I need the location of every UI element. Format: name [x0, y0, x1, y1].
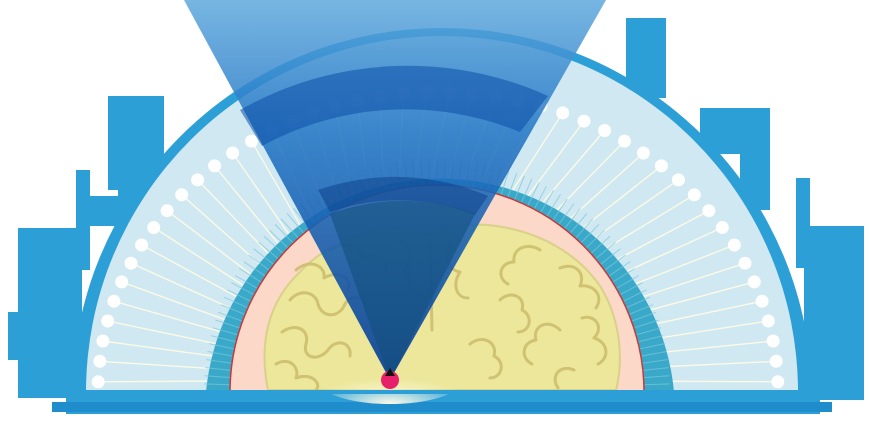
- rim-stripe: [540, 189, 554, 213]
- rim-stripe: [575, 218, 594, 239]
- rim-stripe: [552, 198, 568, 221]
- rim-stripe: [643, 375, 670, 379]
- rim-stripe: [227, 289, 252, 302]
- sensor-dot: [160, 204, 174, 218]
- rim-stripe: [263, 235, 284, 254]
- rim-stripe: [215, 319, 241, 329]
- sensor-dot: [226, 146, 240, 160]
- base-line: [86, 390, 798, 394]
- sensor-dot: [93, 354, 107, 368]
- sensor-dot: [636, 146, 650, 160]
- rim-stripe: [206, 359, 233, 364]
- rim-stripe: [280, 218, 299, 239]
- rim-stripe: [205, 367, 232, 371]
- rim-stripe: [595, 241, 616, 260]
- rim-stripe: [210, 335, 237, 343]
- sensor-dot: [654, 159, 668, 173]
- rim-stripe: [507, 172, 518, 198]
- sensor-dot: [702, 204, 716, 218]
- sensor-dot: [618, 134, 631, 148]
- rim-stripe: [585, 229, 605, 249]
- rim-stripe: [217, 311, 243, 322]
- sensor-dot: [147, 221, 161, 234]
- sensor-dot: [761, 314, 775, 328]
- rim-stripe: [527, 182, 540, 207]
- rim-stripe: [639, 343, 666, 350]
- rim-stripe: [258, 241, 279, 260]
- rim-stripe: [608, 261, 631, 277]
- rim-stripe: [564, 208, 581, 230]
- rim-stripe: [569, 213, 588, 234]
- rim-stripe: [212, 327, 239, 336]
- rim-stripe: [619, 282, 643, 296]
- sensor-dot: [598, 124, 612, 137]
- rim-stripe: [637, 335, 664, 343]
- rim-stripe: [274, 224, 294, 244]
- rim-stripe: [223, 296, 249, 309]
- rim-stripe: [204, 375, 231, 379]
- rim-stripe: [248, 254, 270, 271]
- sensor-dot: [671, 173, 685, 187]
- sensor-dot: [245, 134, 258, 148]
- sensor-dot: [687, 188, 701, 202]
- sensor-dot: [208, 159, 222, 173]
- rim-stripe: [514, 175, 525, 201]
- sensor-dot: [101, 314, 115, 328]
- sensor-dot: [577, 114, 591, 128]
- rim-stripe: [546, 194, 561, 217]
- rim-stripe: [269, 229, 289, 249]
- rim-stripe: [580, 224, 600, 244]
- rim-stripe: [207, 351, 234, 357]
- rim-stripe: [590, 235, 611, 254]
- sensor-dot: [191, 173, 205, 187]
- sensor-dot: [175, 188, 189, 202]
- sensor-dot: [715, 221, 729, 234]
- scanner-beam: [184, 0, 606, 380]
- rim-stripe: [234, 275, 258, 289]
- sensor-dot: [769, 354, 783, 368]
- rim-stripe: [204, 383, 231, 386]
- rim-stripe: [231, 282, 255, 296]
- sensor-dot: [766, 334, 780, 348]
- sensor-dot: [747, 275, 761, 289]
- sensor-dot: [124, 256, 138, 270]
- sensor-dot: [107, 294, 121, 308]
- rim-stripe: [253, 248, 275, 265]
- rim-stripe: [286, 213, 305, 234]
- sensor-dot: [755, 294, 769, 308]
- rim-stripe: [622, 289, 647, 302]
- rim-stripe: [628, 304, 654, 315]
- sensor-dot: [115, 275, 129, 289]
- rim-stripe: [625, 296, 651, 309]
- rim-stripe: [612, 268, 635, 283]
- sensor-dot: [727, 238, 741, 252]
- sensor-dot: [135, 238, 149, 252]
- sensor-dot: [556, 106, 570, 120]
- rim-stripe: [635, 327, 662, 336]
- rim-stripe: [640, 351, 667, 357]
- rim-stripe: [604, 254, 626, 271]
- rim-stripe: [208, 343, 235, 350]
- rim-stripe: [643, 383, 670, 386]
- rim-stripe: [533, 186, 547, 210]
- rim-stripe: [599, 248, 621, 265]
- rim-stripe: [642, 367, 669, 371]
- rim-stripe: [633, 319, 659, 329]
- sensor-dot: [738, 256, 752, 270]
- rim-stripe: [500, 170, 510, 196]
- sensor-dot: [91, 375, 105, 389]
- rim-stripe: [616, 275, 640, 289]
- sensor-dot: [96, 334, 110, 348]
- rim-stripe: [220, 304, 246, 315]
- rim-stripe: [239, 268, 262, 283]
- rim-stripe: [631, 311, 657, 322]
- rim-stripe: [520, 178, 533, 204]
- rim-stripe: [243, 261, 266, 277]
- rim-stripe: [641, 359, 668, 364]
- sensor-dot: [771, 375, 785, 389]
- rim-stripe: [558, 203, 575, 225]
